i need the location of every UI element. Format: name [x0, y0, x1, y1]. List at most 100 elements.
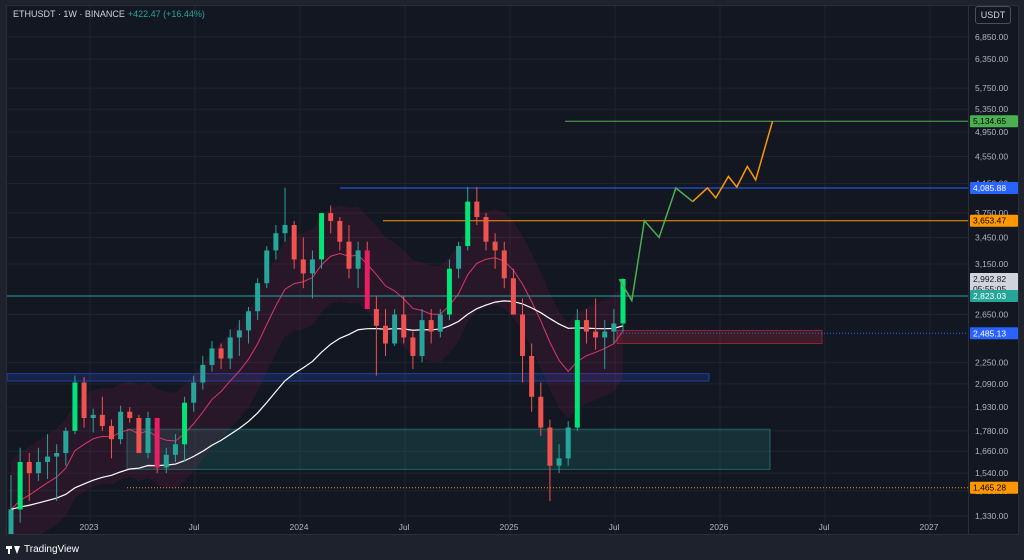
price-tick-label: 1,930.00 [975, 402, 1008, 412]
candle [428, 320, 434, 332]
candle [227, 337, 233, 359]
candle [118, 411, 124, 440]
candle [99, 414, 105, 426]
time-tick-label: 2023 [80, 522, 99, 532]
price-tag: 3,653.47 [970, 214, 1018, 227]
candle [611, 323, 617, 332]
price-tick-label: 2,650.00 [975, 310, 1008, 320]
candle [538, 396, 544, 428]
symbol-title[interactable]: ETHUSDT · 1W · BINANCE [13, 9, 125, 19]
price-tag-label: 4,085.88 [973, 183, 1006, 193]
price-zone [616, 329, 823, 344]
candle [273, 233, 279, 251]
price-tag-label: 5,134.65 [973, 116, 1006, 126]
price-tag: 4,085.88 [970, 182, 1018, 195]
candle [337, 220, 343, 242]
candle [145, 417, 151, 453]
price-tag-bg [970, 115, 1018, 128]
candle [574, 320, 580, 428]
price-tick-label: 4,950.00 [975, 127, 1008, 137]
price-tag: 2,823.03 [970, 290, 1018, 303]
price-tag-label: 05:55:05 [973, 284, 1006, 294]
price-tag-bg [970, 182, 1018, 195]
price-zone [126, 428, 771, 470]
candle [291, 225, 297, 260]
price-tag-label: 2,485.13 [973, 328, 1006, 338]
price-axis[interactable]: 6,850.00 6,350.00 5,750.00 5,350.00 4,950.00… [969, 5, 1019, 535]
time-tick-label: Jul [609, 522, 620, 532]
price-tag-bg [970, 481, 1018, 494]
footer: TradingView [6, 540, 79, 558]
candle [346, 241, 352, 269]
price-tick-label: 1,540.00 [975, 468, 1008, 478]
candle [81, 382, 87, 418]
candle [328, 213, 334, 221]
chart-plot-area[interactable]: ETHUSDT · 1W · BINANCE +422.47 (+16.44%) [6, 5, 969, 535]
candle [319, 213, 325, 260]
price-tick-label: 1,660.00 [975, 446, 1008, 456]
candle [309, 259, 315, 274]
candle [26, 461, 32, 474]
price-chart[interactable] [7, 6, 969, 535]
candle [90, 414, 96, 418]
price-tag-label: 1,465.28 [973, 483, 1006, 493]
price-tag-label: 3,653.47 [973, 216, 1006, 226]
candle [17, 461, 23, 510]
price-tick-label: 3,150.00 [975, 259, 1008, 269]
price-tick-label: 5,750.00 [975, 83, 1008, 93]
candle [547, 427, 553, 466]
candle [182, 402, 188, 445]
candle [437, 314, 443, 332]
symbol-legend: ETHUSDT · 1W · BINANCE +422.47 (+16.44%) [13, 9, 205, 19]
candle [245, 311, 251, 331]
price-tick-label: 4,550.00 [975, 152, 1008, 162]
candle [300, 259, 306, 274]
price-tick-label: 5,350.00 [975, 104, 1008, 114]
candle [529, 355, 535, 397]
candle [474, 201, 480, 217]
candle [620, 278, 626, 324]
time-axis[interactable]: 2023 Jul 2024 Jul 2025 Jul 2026 Jul 2027 [6, 519, 969, 535]
candle [8, 509, 14, 534]
price-tag-bg [970, 272, 1018, 285]
brand-name[interactable]: TradingView [24, 543, 80, 555]
projection-orange [692, 121, 774, 203]
candle [209, 348, 215, 365]
projection-green [618, 186, 694, 303]
candles [8, 186, 626, 534]
candle [54, 452, 60, 457]
price-tick-label: 2,250.00 [975, 357, 1008, 367]
candle [373, 309, 379, 326]
price-tick-label: 3,450.00 [975, 232, 1008, 242]
tradingview-logo-icon[interactable] [6, 544, 20, 554]
candle [446, 268, 452, 315]
candle [410, 337, 416, 356]
time-tick-label: 2027 [920, 522, 939, 532]
price-tick-label: 3,750.00 [975, 208, 1008, 218]
candle [492, 241, 498, 251]
candle [45, 456, 51, 462]
price-tick-label: 2,090.00 [975, 379, 1008, 389]
price-axis-labels: 6,850.00 6,350.00 5,750.00 5,350.00 4,950.00… [970, 32, 1018, 521]
candle [465, 201, 471, 247]
time-tick-label: 2024 [290, 522, 309, 532]
candle [72, 382, 78, 431]
candle [583, 320, 589, 332]
candle [565, 427, 571, 459]
candle [383, 325, 389, 344]
candle [35, 461, 41, 474]
currency-button[interactable]: USDT [975, 6, 1011, 24]
candle [355, 250, 361, 269]
candle [483, 216, 489, 242]
candle [510, 278, 516, 315]
price-tag: 5,134.65 [970, 115, 1018, 128]
candle [236, 330, 242, 338]
price-tick-label: 1,330.00 [975, 511, 1008, 521]
candle [520, 314, 526, 356]
price-tag-bg [970, 214, 1018, 227]
candle [392, 314, 398, 344]
grid [7, 6, 968, 534]
candle [108, 425, 114, 440]
candle [163, 454, 169, 468]
ma-band [11, 205, 623, 534]
